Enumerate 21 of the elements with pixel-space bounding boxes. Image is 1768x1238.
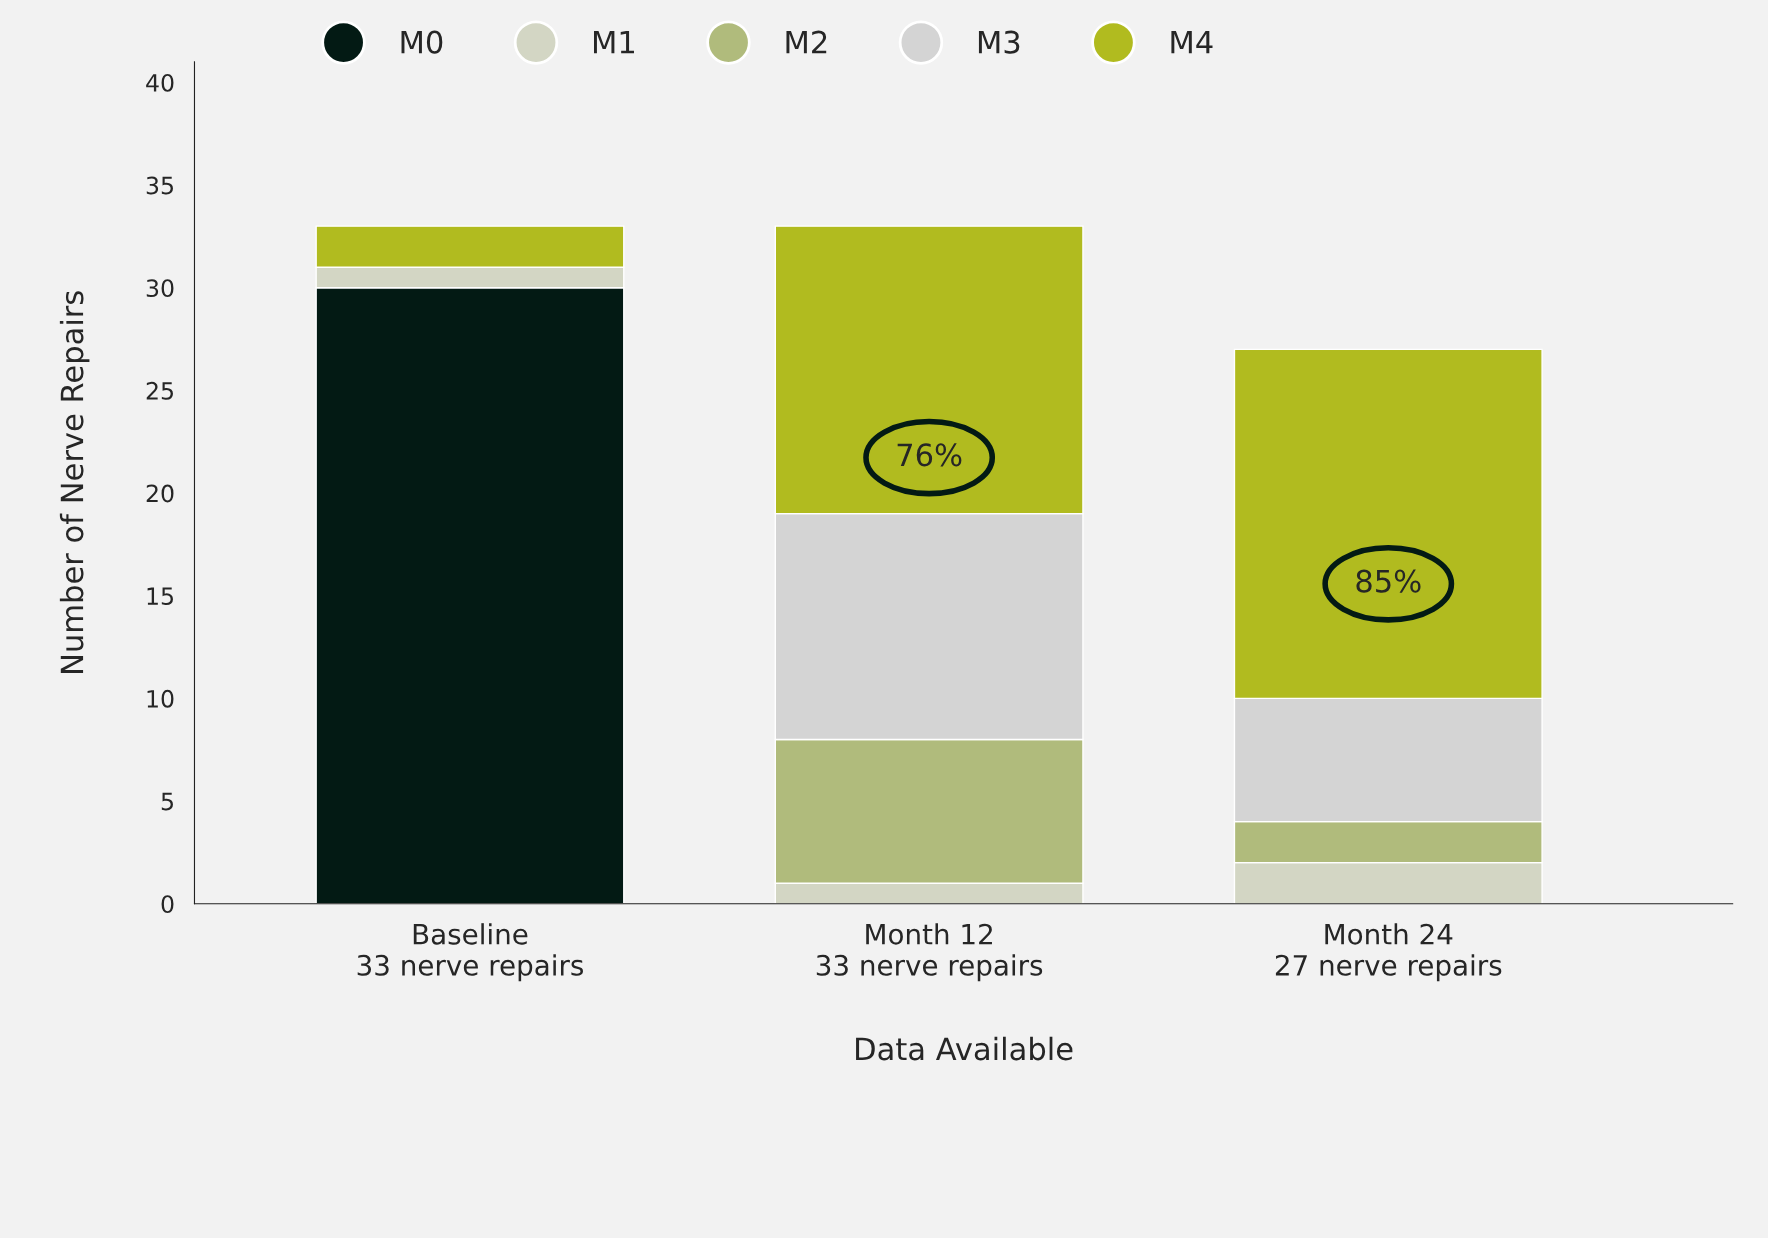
- y-tick-label: 40: [146, 73, 174, 92]
- y-tick-label: 15: [147, 587, 173, 606]
- legend-label: M3: [978, 30, 1020, 54]
- y-tick-label: 5: [161, 792, 173, 811]
- annotation: 85%: [1356, 569, 1421, 593]
- y-tick-label: 0: [161, 895, 174, 914]
- y-tick-label: 10: [147, 689, 174, 708]
- annotation: 76%: [897, 443, 962, 467]
- legend-label: M4: [1171, 31, 1213, 54]
- legend-label: M1: [594, 31, 634, 54]
- y-axis-title: Number of Nerve Repairs: [59, 291, 90, 673]
- x-tick-label: Month 24 27 nerve repairs: [1275, 923, 1502, 982]
- x-axis-title: Data Available: [856, 1036, 1073, 1061]
- x-tick-label: Month 12 33 nerve repairs: [816, 923, 1043, 982]
- y-tick-label: 30: [146, 279, 174, 298]
- y-tick-label: 25: [146, 381, 173, 400]
- x-tick-label: Baseline 33 nerve repairs: [357, 923, 584, 982]
- y-tick-label: 35: [146, 176, 173, 195]
- legend-label: M2: [786, 30, 827, 54]
- y-tick-label: 20: [146, 484, 174, 503]
- legend-label: M0: [401, 30, 443, 54]
